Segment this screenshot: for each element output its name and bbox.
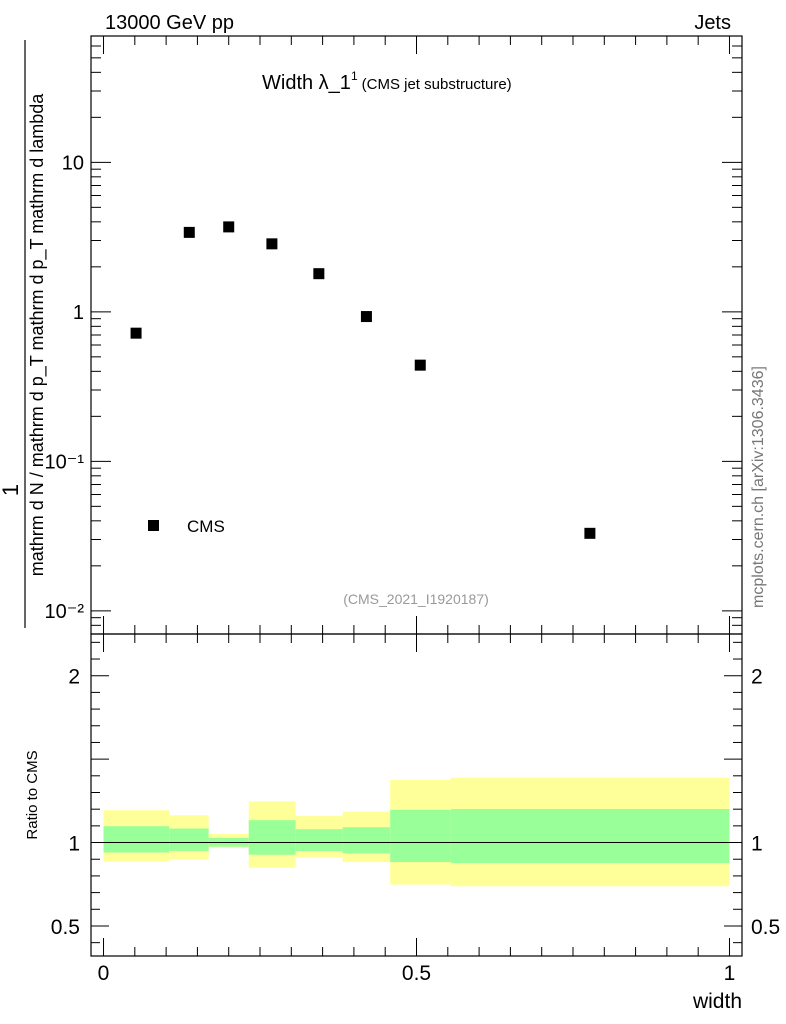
green-band-segment <box>342 827 391 854</box>
ratio-y-label: Ratio to CMS <box>24 750 41 839</box>
x-axis-label: width <box>692 990 742 1013</box>
process-label: Jets <box>694 12 731 34</box>
plot-title: Width λ_11 (CMS jet substructure) <box>262 69 512 94</box>
ratio-y-tick-label-right: 2 <box>751 666 763 689</box>
main-y-tick-label: 10 <box>62 152 84 174</box>
main-frame <box>90 35 743 635</box>
ratio-y-axis: 2 2 1 1 0.5 0.5 <box>51 641 780 944</box>
main-y-tick-label: 10⁻¹ <box>45 451 85 473</box>
green-band-segment <box>450 809 730 864</box>
y-axis-label-numerator: 1 <box>0 484 23 496</box>
data-point <box>360 311 372 323</box>
ratio-y-tick-label-left: 1 <box>68 833 80 856</box>
ratio-x-axis: 0 0.5 1 <box>98 634 736 985</box>
data-point <box>130 327 142 339</box>
data-point <box>266 238 278 250</box>
legend-label-cms: CMS <box>187 517 225 536</box>
x-tick-label: 0.5 <box>402 962 431 985</box>
green-band-segment <box>169 828 209 851</box>
x-tick-label: 0 <box>98 962 110 985</box>
ratio-y-tick-label-right: 0.5 <box>751 916 780 939</box>
data-point <box>414 359 426 371</box>
data-point <box>313 268 325 280</box>
main-y-tick-label: 10⁻² <box>45 601 85 623</box>
green-band-segment <box>295 829 343 852</box>
main-y-tick-label: 1 <box>73 302 84 324</box>
data-point <box>183 226 195 238</box>
watermark: mcplots.cern.ch [arXiv:1306.3436] <box>750 366 767 608</box>
green-band-segment <box>103 826 170 853</box>
uncertainty-bands <box>103 777 730 887</box>
y-axis-label-denominator: mathrm d N / mathrm d p_T mathrm d p_T m… <box>27 93 48 576</box>
x-tick-label: 1 <box>724 962 736 985</box>
collision-label: 13000 GeV pp <box>105 12 234 34</box>
legend-marker <box>148 520 159 531</box>
data-point <box>223 221 235 233</box>
analysis-id: (CMS_2021_I1920187) <box>343 591 489 607</box>
ratio-y-tick-label-right: 1 <box>751 833 763 856</box>
green-band-segment <box>248 820 296 855</box>
ratio-y-tick-label-left: 0.5 <box>51 916 80 939</box>
ratio-panel: 2 21 10.5 0.5 0 0.5 1 Ratio to CMS width <box>24 633 780 1013</box>
data-point <box>584 527 596 539</box>
ratio-y-tick-label-left: 2 <box>68 666 80 689</box>
main-x-axis <box>103 36 730 634</box>
cms-data-series <box>130 221 596 539</box>
green-band-segment <box>390 809 451 863</box>
main-y-axis: 10 1 10⁻¹ 10⁻² <box>45 35 742 635</box>
main-panel: 10 1 10⁻¹ 10⁻² Width λ_11 (CMS jet substruct… <box>0 35 743 635</box>
